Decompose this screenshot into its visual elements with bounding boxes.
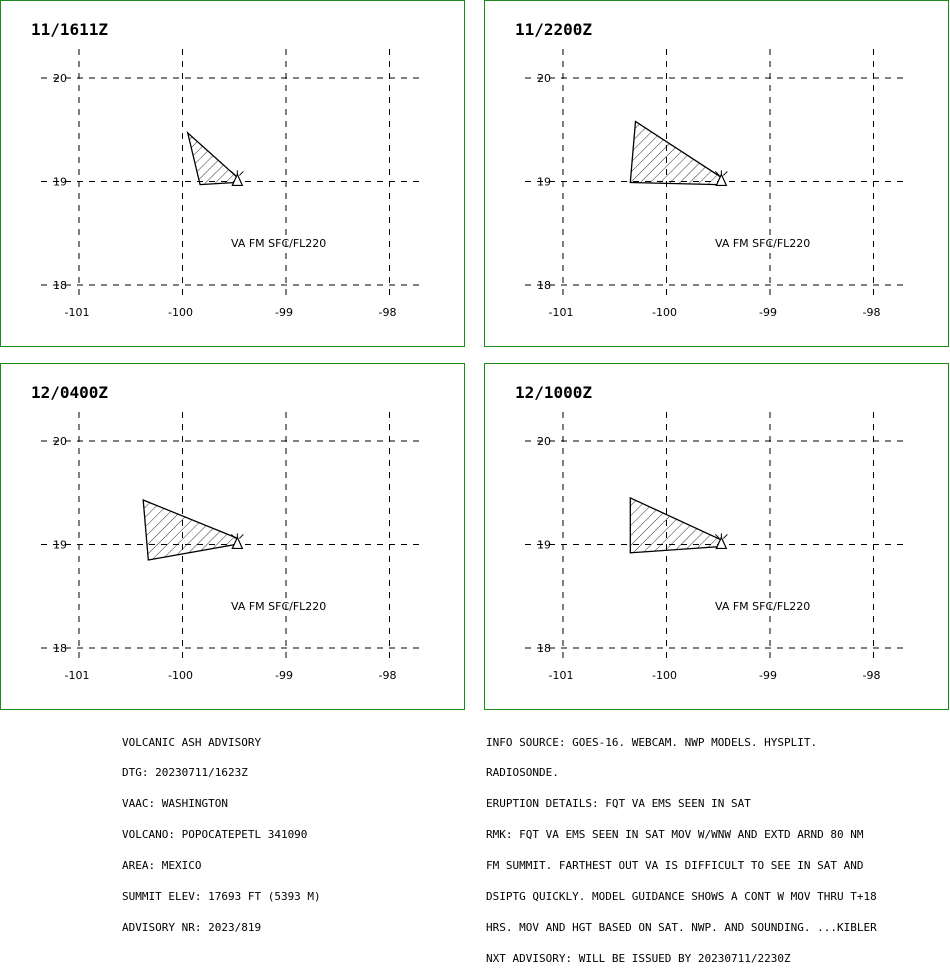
lon-tick-label: -100 — [168, 306, 193, 319]
lon-tick-label: -99 — [275, 306, 293, 319]
lat-tick-label: 19 — [53, 176, 67, 189]
advisory-area: AREA: MEXICO — [122, 859, 202, 873]
advisory-title: VOLCANIC ASH ADVISORY — [122, 735, 262, 749]
panel-time-label: 12/1000Z — [515, 383, 592, 402]
lat-tick-label: 20 — [537, 72, 551, 85]
eruption-icon — [715, 533, 728, 539]
volcano-icon — [231, 535, 244, 550]
ash-cloud-polygon — [629, 120, 723, 186]
panel-time-label: 11/2200Z — [515, 20, 592, 39]
lon-tick-label: -98 — [379, 306, 397, 319]
remarks-line-1: RMK: FQT VA EMS SEEN IN SAT MOV W/WNW AN… — [486, 828, 864, 842]
lon-tick-label: -100 — [652, 669, 677, 682]
grid-lines — [525, 49, 907, 297]
forecast-panel-4: 20 19 18 -101 -100 -99 -98 12/1000Z VA FM SFC/FL… — [484, 363, 949, 710]
advisory-header-block: VOLCANIC ASH ADVISORY DTG: 20230711/1623… — [122, 717, 321, 944]
lon-tick-label: -101 — [549, 306, 574, 319]
remarks-line-2: FM SUMMIT. FARTHEST OUT VA IS DIFFICULT … — [486, 859, 864, 873]
lat-tick-label: 18 — [53, 279, 67, 292]
advisory-dtg: DTG: 20230711/1623Z — [122, 766, 248, 780]
lat-tick-label: 18 — [537, 279, 551, 292]
volcano-icon — [715, 172, 728, 187]
panel-time-label: 11/1611Z — [31, 20, 108, 39]
advisory-volcano: VOLCANO: POPOCATEPETL 341090 — [122, 828, 308, 842]
eruption-details: ERUPTION DETAILS: FQT VA EMS SEEN IN SAT — [486, 797, 751, 811]
grid-lines — [41, 49, 423, 297]
map-plot-4: 20 19 18 -101 -100 -99 -98 12/1000Z VA FM SFC/FL… — [515, 383, 907, 682]
lon-tick-label: -98 — [379, 669, 397, 682]
ash-cloud-polygon — [142, 498, 239, 561]
lat-tick-label: 18 — [53, 642, 67, 655]
panel-time-label: 12/0400Z — [31, 383, 108, 402]
advisory-summit-elev: SUMMIT ELEV: 17693 FT (5393 M) — [122, 890, 321, 904]
lon-tick-label: -98 — [863, 306, 881, 319]
lat-tick-label: 19 — [537, 539, 551, 552]
advisory-number: ADVISORY NR: 2023/819 — [122, 920, 262, 934]
lat-tick-label: 18 — [537, 642, 551, 655]
ash-level-label: VA FM SFC/FL220 — [715, 600, 810, 613]
ash-level-label: VA FM SFC/FL220 — [715, 237, 810, 250]
lat-tick-label: 20 — [53, 72, 67, 85]
volcano-icon — [231, 172, 244, 187]
forecast-panel-2: 20 19 18 -101 -100 -99 -98 11/2200Z VA FM SFC/FL… — [484, 0, 949, 347]
ash-level-label: VA FM SFC/FL220 — [231, 600, 326, 613]
lon-tick-label: -99 — [275, 669, 293, 682]
map-plot-3: 20 19 18 -101 -100 -99 -98 12/0400Z VA FM SFC/FL… — [31, 383, 423, 682]
remarks-line-4: HRS. MOV AND HGT BASED ON SAT. NWP. AND … — [486, 920, 877, 934]
lon-tick-label: -101 — [65, 669, 90, 682]
ash-cloud-polygon — [629, 496, 724, 554]
info-source-line-2: RADIOSONDE. — [486, 766, 559, 780]
next-advisory: NXT ADVISORY: WILL BE ISSUED BY 20230711… — [486, 951, 791, 965]
ash-cloud-polygon — [186, 131, 239, 186]
lon-tick-label: -100 — [652, 306, 677, 319]
info-source-line-1: INFO SOURCE: GOES-16. WEBCAM. NWP MODELS… — [486, 735, 818, 749]
lon-tick-label: -101 — [549, 669, 574, 682]
advisory-details-block: INFO SOURCE: GOES-16. WEBCAM. NWP MODELS… — [486, 717, 877, 974]
forecast-panel-3: 20 19 18 -101 -100 -99 -98 12/0400Z VA FM SFC/FL… — [0, 363, 465, 710]
volcano-icon — [715, 535, 728, 550]
map-plot-1: 20 19 18 -101 -100 -99 -98 11/1611Z VA FM SFC/FL… — [31, 20, 423, 319]
lat-tick-label: 20 — [537, 435, 551, 448]
eruption-icon — [231, 170, 244, 176]
lon-tick-label: -100 — [168, 669, 193, 682]
eruption-icon — [231, 533, 244, 539]
lat-tick-label: 19 — [53, 539, 67, 552]
grid-lines — [525, 412, 907, 660]
lon-tick-label: -101 — [65, 306, 90, 319]
ash-level-label: VA FM SFC/FL220 — [231, 237, 326, 250]
lat-tick-label: 20 — [53, 435, 67, 448]
lon-tick-label: -98 — [863, 669, 881, 682]
map-plot-2: 20 19 18 -101 -100 -99 -98 11/2200Z VA FM SFC/FL… — [515, 20, 907, 319]
forecast-panel-1: 20 19 18 -101 -100 -99 -98 11/1611Z VA FM SFC/FL… — [0, 0, 465, 347]
advisory-vaac: VAAC: WASHINGTON — [122, 797, 228, 811]
lon-tick-label: -99 — [759, 306, 777, 319]
lon-tick-label: -99 — [759, 669, 777, 682]
lat-tick-label: 19 — [537, 176, 551, 189]
remarks-line-3: DSIPTG QUICKLY. MODEL GUIDANCE SHOWS A C… — [486, 890, 877, 904]
eruption-icon — [715, 170, 728, 176]
